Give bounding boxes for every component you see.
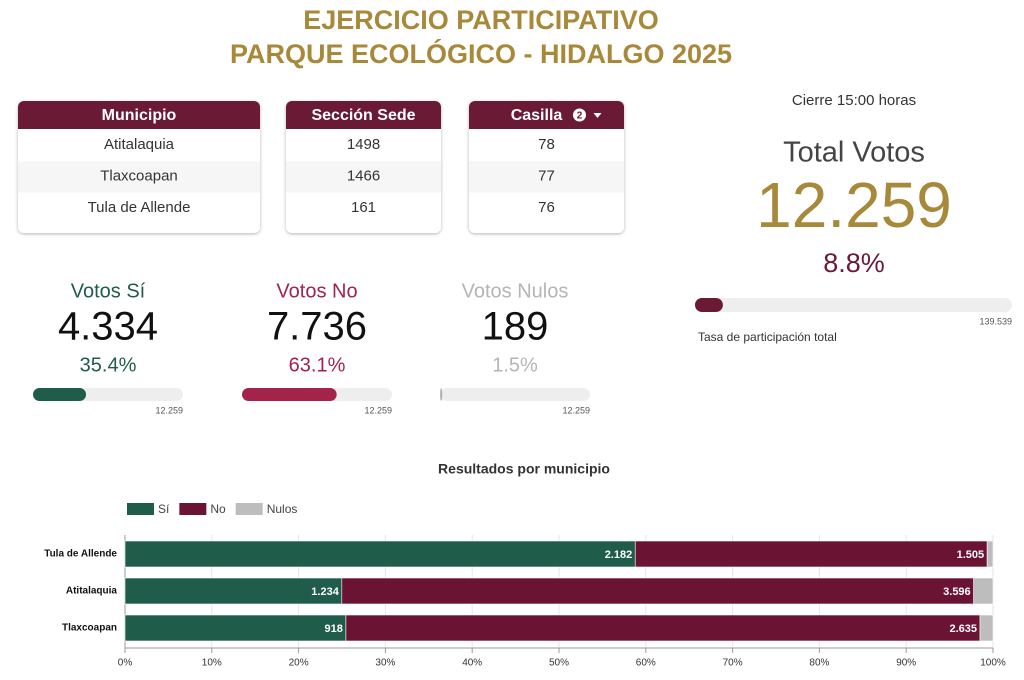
column-header: Sección Sede bbox=[311, 107, 415, 124]
progress-track bbox=[695, 298, 1012, 312]
row-item[interactable]: Tula de Allende bbox=[88, 199, 191, 216]
total-label: Total Votos bbox=[783, 137, 925, 169]
badge-circle bbox=[573, 108, 586, 122]
kpi-name: Votos No bbox=[276, 280, 357, 302]
x-tick-label: 20% bbox=[289, 658, 309, 669]
kpi-share: 1.5% bbox=[492, 354, 538, 376]
chart-title: Resultados por municipio bbox=[438, 461, 610, 477]
x-tick-label: 50% bbox=[549, 658, 569, 669]
dropdown-arrow bbox=[593, 113, 602, 118]
bar-segment[interactable] bbox=[124, 540, 636, 568]
data-label: 2.182 bbox=[605, 549, 633, 561]
column-header: Municipio bbox=[102, 107, 177, 124]
filter-card[interactable]: Casilla 2 78 77 76 bbox=[469, 101, 624, 233]
filter-card[interactable]: Sección Sede 1498 1466 161 bbox=[286, 101, 441, 233]
y-tick-label: Tlaxcoapan bbox=[62, 623, 117, 634]
card-header bbox=[286, 101, 441, 129]
row-item[interactable]: 1498 bbox=[347, 136, 380, 153]
x-tick-label: 80% bbox=[809, 658, 829, 669]
x-tick-label: 30% bbox=[375, 658, 395, 669]
progress-fill bbox=[440, 388, 443, 401]
data-label: 918 bbox=[325, 623, 343, 635]
data-label: 3.596 bbox=[943, 586, 971, 598]
legend-swatch bbox=[179, 503, 207, 515]
participation-label: Tasa de participación total bbox=[698, 330, 837, 344]
kpi-count: 4.334 bbox=[58, 305, 158, 349]
row-item[interactable]: 161 bbox=[351, 199, 376, 216]
bar-segment[interactable] bbox=[634, 540, 988, 568]
row-item[interactable]: Tlaxcoapan bbox=[100, 167, 178, 184]
filter-card[interactable]: Municipio Atitalaquia Tlaxcoapan Tula de Al… bbox=[18, 101, 260, 233]
bar-segment[interactable] bbox=[973, 577, 994, 605]
row-shade bbox=[18, 161, 260, 193]
data-label: 2.635 bbox=[949, 623, 977, 635]
x-tick-label: 40% bbox=[462, 658, 482, 669]
x-tick-label: 70% bbox=[723, 658, 743, 669]
legend-swatch bbox=[235, 503, 263, 515]
kpi-share: 35.4% bbox=[80, 354, 137, 376]
legend-item[interactable]: No bbox=[179, 502, 226, 516]
y-tick-label: Atitalaquia bbox=[66, 586, 118, 597]
bar-segment[interactable] bbox=[345, 614, 981, 642]
x-tick-label: 100% bbox=[980, 658, 1006, 669]
kpi-share: 63.1% bbox=[289, 354, 346, 376]
row-item[interactable]: 1466 bbox=[347, 167, 380, 184]
bar-segment[interactable] bbox=[124, 614, 347, 642]
y-tick-label: Tula de Allende bbox=[44, 549, 117, 560]
card-header bbox=[18, 101, 260, 129]
kpi-name: Votos Sí bbox=[71, 280, 146, 302]
bar-segment[interactable] bbox=[124, 577, 343, 605]
row-item[interactable]: Atitalaquia bbox=[104, 136, 175, 153]
progress-track bbox=[440, 388, 590, 401]
badge: 2 bbox=[577, 111, 583, 122]
bar-segment[interactable] bbox=[986, 540, 994, 568]
row-item[interactable]: 77 bbox=[538, 167, 555, 184]
data-label: 1.234 bbox=[311, 586, 339, 598]
kpi-count: 189 bbox=[482, 305, 549, 349]
bar-segment[interactable] bbox=[341, 577, 974, 605]
participation: 8.8% bbox=[823, 248, 885, 278]
bar-segment[interactable] bbox=[979, 614, 994, 642]
card-header bbox=[469, 101, 624, 129]
progress-fill bbox=[695, 298, 723, 312]
x-tick-label: 0% bbox=[118, 658, 133, 669]
kpi-name: Votos Nulos bbox=[462, 280, 569, 302]
kpi-count: 7.736 bbox=[267, 305, 367, 349]
row-item[interactable]: 78 bbox=[538, 136, 555, 153]
title: PARQUE ECOLÓGICO - HIDALGO 2025 bbox=[230, 38, 732, 69]
row-item[interactable]: 76 bbox=[538, 199, 555, 216]
x-tick-label: 90% bbox=[896, 658, 916, 669]
x-tick-label: 10% bbox=[202, 658, 222, 669]
progress-max: 12.259 bbox=[155, 405, 183, 415]
data-label: 1.505 bbox=[957, 549, 985, 561]
row-shade bbox=[469, 161, 624, 193]
closing-time: Cierre 15:00 horas bbox=[792, 92, 916, 109]
progress-max: 139.539 bbox=[979, 316, 1012, 326]
progress-max: 12.259 bbox=[562, 405, 590, 415]
legend-label: Nulos bbox=[267, 502, 298, 516]
legend-label: Sí bbox=[158, 502, 170, 516]
progress-fill bbox=[242, 388, 337, 401]
column-header: Casilla bbox=[511, 107, 563, 124]
progress-max: 12.259 bbox=[364, 405, 392, 415]
x-tick-label: 60% bbox=[636, 658, 656, 669]
title: EJERCICIO PARTICIPATIVO bbox=[303, 5, 659, 35]
legend-label: No bbox=[210, 502, 226, 516]
legend-item[interactable]: Nulos bbox=[235, 502, 298, 516]
total-value: 12.259 bbox=[756, 169, 952, 241]
row-shade bbox=[286, 161, 441, 193]
legend-item[interactable]: Sí bbox=[127, 502, 170, 516]
progress-fill bbox=[33, 388, 87, 401]
legend-swatch bbox=[127, 503, 154, 515]
